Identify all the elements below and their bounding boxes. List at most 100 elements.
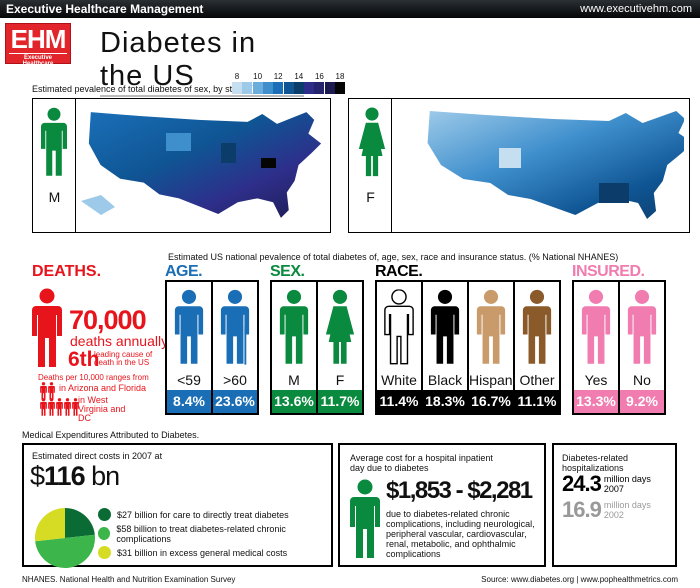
hosp-number: 16.9 <box>562 497 602 522</box>
pie-legend: $27 billion for care to directly treat d… <box>98 505 331 562</box>
inpatient-desc: due to diabetes-related chronic complica… <box>386 509 535 559</box>
total-unit: bn <box>91 461 120 491</box>
footer-note: NHANES. National Health and Nutrition Ex… <box>22 575 236 584</box>
hosp-year: 2007 <box>603 484 624 494</box>
man-icon <box>475 288 507 366</box>
legend-swatch <box>304 82 315 94</box>
national-caption: Estimated US national pevalence of total… <box>168 252 619 262</box>
banner-title: Executive Healthcare Management <box>6 2 204 16</box>
legend-dot <box>98 546 111 559</box>
alaska <box>81 195 115 215</box>
cell-label: Black <box>427 372 463 388</box>
age-title: AGE. <box>165 263 203 280</box>
age-group: <59 8.4% >60 23.6% <box>165 280 259 415</box>
cell-value: 13.6% <box>272 390 316 413</box>
cell-value: 13.3% <box>574 390 618 413</box>
cell-value: 11.4% <box>377 390 421 413</box>
male-figure-cell: M <box>33 99 76 232</box>
legend-label: 12 <box>273 72 283 81</box>
cell-value: 8.4% <box>167 390 211 413</box>
cell-label: <59 <box>177 372 201 388</box>
cell-label: Other <box>519 372 555 388</box>
deaths-rank-text: leading cause of death in the US <box>94 350 153 367</box>
pie-legend-item: $58 billion to treat diabetes-related ch… <box>98 523 331 544</box>
legend-swatch <box>262 82 273 94</box>
footer-source[interactable]: Source: www.diabetes.org | www.pophealth… <box>481 575 678 584</box>
legend-swatch <box>335 82 345 94</box>
man-icon <box>429 288 461 366</box>
hosp-number: 24.3 <box>562 471 602 496</box>
legend-label: 8 <box>234 72 240 81</box>
cell-value: 11.1% <box>515 390 559 413</box>
female-icon <box>357 107 387 177</box>
pie-legend-item: $27 billion for care to directly treat d… <box>98 505 331 524</box>
deaths-count: 70,000 <box>69 305 147 335</box>
deaths-low: in Arizona and Florida <box>59 383 147 393</box>
legend-text: $31 billion in excess general medical co… <box>117 547 288 558</box>
person-red-icon <box>32 288 62 368</box>
man-icon <box>219 288 251 365</box>
legend-swatch <box>324 82 335 94</box>
cell-label: M <box>288 372 300 388</box>
sex-cell: F 11.7% <box>318 282 362 413</box>
hospitalizations-box: Diabetes-related hospitalizations 24.3 mi… <box>552 443 677 567</box>
cell-label: No <box>633 372 651 388</box>
legend-swatch <box>252 82 263 94</box>
man-icon <box>173 288 205 366</box>
insured-group: Yes 13.3% No 9.2% <box>572 280 666 415</box>
sex-group: M 13.6% F 11.7% <box>270 280 364 415</box>
deaths-rank: 6th <box>68 348 100 371</box>
cell-value: 23.6% <box>213 390 257 413</box>
person-icon <box>40 398 47 416</box>
costs-total: $116 bn <box>30 461 120 492</box>
logo-text: EHM <box>10 24 67 54</box>
insured-cell: No 9.2% <box>620 282 664 413</box>
hospitalizations-title: Diabetes-related hospitalizations <box>562 453 629 473</box>
insured-cell: Yes 13.3% <box>574 282 618 413</box>
legend-dot <box>98 508 111 521</box>
cell-label: F <box>335 372 345 388</box>
age-cell: >60 23.6% <box>213 282 257 413</box>
female-map-panel: F <box>348 98 690 233</box>
cell-label: Yes <box>584 372 608 388</box>
cell-value: 18.3% <box>423 390 467 413</box>
person-icon <box>48 398 55 416</box>
legend-text: $58 billion to treat diabetes-related ch… <box>116 523 286 544</box>
sex-cell: M 13.6% <box>272 282 316 413</box>
male-label: M <box>48 189 61 205</box>
cell-value: 11.7% <box>318 390 362 413</box>
man-icon <box>626 288 658 366</box>
legend-label: 18 <box>335 72 345 81</box>
deaths-title: DEATHS. <box>32 263 102 280</box>
cell-value: 9.2% <box>620 390 664 413</box>
male-map-panel: M <box>32 98 331 233</box>
top-banner: Executive Healthcare Management www.exec… <box>0 0 700 18</box>
deaths-high: in West Virginia and DC <box>78 395 126 423</box>
race-cell: Hispanic 16.7% <box>469 282 523 413</box>
high-death-icons <box>40 398 79 416</box>
legend-text: $27 billion for care to directly treat d… <box>117 509 289 520</box>
cost-pie-chart <box>35 508 95 568</box>
hosp-unit: million days <box>603 474 651 484</box>
person-icon <box>56 398 63 416</box>
person-green-icon <box>350 479 380 559</box>
legend-swatch <box>242 82 253 94</box>
banner-url[interactable]: www.executivehm.com <box>580 3 692 15</box>
legend-swatch <box>314 82 325 94</box>
legend-label: 16 <box>314 72 324 81</box>
race-cell: Other 11.1% <box>515 282 559 413</box>
male-icon <box>41 107 67 177</box>
man-icon <box>580 288 612 366</box>
insured-title: INSURED. <box>572 263 645 280</box>
cell-label: White <box>381 372 417 388</box>
race-group: White 11.4% Black 18.3% Hispanic 16.7% Other 11… <box>375 280 561 415</box>
hospitalization-row: 16.9 million days 2002 <box>562 497 651 523</box>
inpatient-range: $1,853 - $2,281 <box>386 477 533 504</box>
us-map-male <box>81 103 326 228</box>
hospitalization-row: 24.3 million days 2007 <box>562 471 651 497</box>
total-number: 116 <box>44 461 86 491</box>
legend-swatch <box>283 82 294 94</box>
cell-value: 16.7% <box>469 390 513 413</box>
man-icon <box>521 288 553 366</box>
sex-title: SEX. <box>270 263 305 280</box>
